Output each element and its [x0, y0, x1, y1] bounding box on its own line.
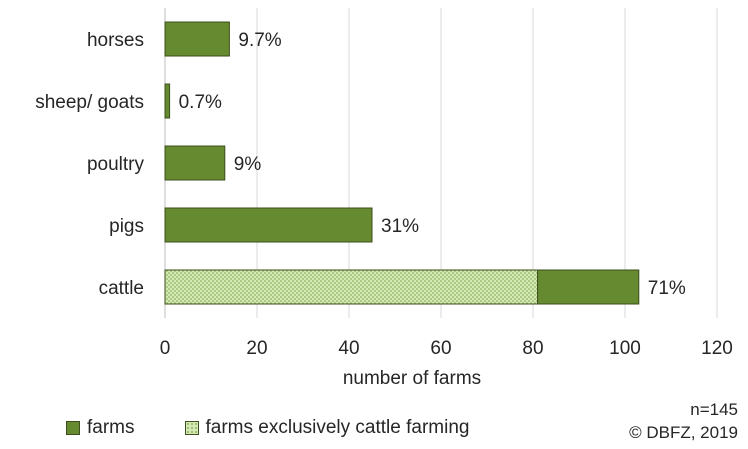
- bar-chart: horses sheep/ goats poultry pigs cattle 0 20 4…: [35, 8, 733, 389]
- x-tick-100: 100: [609, 338, 641, 359]
- data-label: 0.7%: [179, 92, 222, 113]
- data-labels: 9.7% 0.7% 9% 31% 71%: [179, 30, 686, 299]
- data-label: 9.7%: [238, 30, 281, 51]
- bar-poultry-farms: [164, 145, 226, 181]
- chart-notes: n=145 © DBFZ, 2019: [629, 398, 738, 444]
- gridlines: [164, 8, 718, 318]
- legend-label-cattle-only: farms exclusively cattle farming: [205, 417, 470, 438]
- x-tick-20: 20: [246, 338, 267, 359]
- sample-size: n=145: [690, 400, 738, 419]
- bar-pigs-farms: [164, 207, 373, 243]
- data-label: 71%: [648, 278, 686, 299]
- data-label: 9%: [234, 154, 262, 175]
- bar-horses-farms: [164, 21, 230, 57]
- x-tick-60: 60: [430, 338, 451, 359]
- legend-swatch-farms: [66, 421, 80, 435]
- bar-cattle-farms: [537, 269, 640, 305]
- x-tick-120: 120: [701, 338, 733, 359]
- category-label: poultry: [87, 154, 145, 175]
- legend-item-cattle-only: farms exclusively cattle farming: [184, 417, 470, 439]
- category-labels: horses sheep/ goats poultry pigs cattle: [35, 30, 144, 299]
- bar-sheep-goats-farms: [164, 83, 171, 119]
- x-tick-labels: 0 20 40 60 80 100 120: [160, 338, 733, 359]
- category-label: sheep/ goats: [35, 92, 144, 113]
- legend-label-farms: farms: [87, 417, 135, 438]
- x-tick-80: 80: [522, 338, 543, 359]
- bar-cattle-cattle-only: [164, 269, 539, 305]
- copyright: © DBFZ, 2019: [629, 423, 738, 442]
- x-tick-40: 40: [338, 338, 359, 359]
- legend-item-farms: farms: [66, 417, 135, 439]
- legend-swatch-cattle-only: [184, 421, 199, 435]
- category-label: horses: [87, 30, 144, 51]
- legend: farms farms exclusively cattle farming: [66, 417, 519, 439]
- category-label: pigs: [109, 216, 144, 237]
- x-axis-title: number of farms: [343, 368, 481, 389]
- data-label: 31%: [381, 216, 419, 237]
- category-label: cattle: [99, 278, 144, 299]
- bars: [164, 21, 640, 305]
- x-tick-0: 0: [160, 338, 171, 359]
